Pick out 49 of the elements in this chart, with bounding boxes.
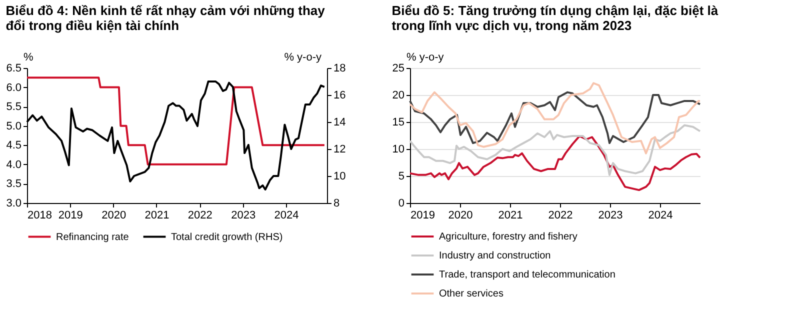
legend-label: Refinancing rate [56,232,130,243]
x-tick-label: 2019 [58,210,83,222]
x-tick-label: 2022 [548,210,573,222]
y-tick-label: 5 [398,170,404,182]
chart-title: Biểu đồ 5: Tăng trưởng tín dụng chậm lại, đặc biệt là trong lĩnh vực dịch vụ, trong năm 2023 [392,3,719,33]
y-tick-label: 5.5 [6,101,22,114]
y-axis-title: % y-o-y [406,52,444,64]
y-tick-label: 0 [398,198,404,210]
y2-tick-label: 14 [334,116,346,128]
y2-tick-label: 18 [334,62,346,74]
y-tick-label: 5.0 [6,120,22,132]
x-tick-label: 2022 [188,210,212,222]
legend-label: Other services [439,288,504,300]
y-tick-label: 4.5 [6,140,22,152]
line-series [409,82,701,154]
x-tick-label: 2021 [144,210,170,222]
legend-label: Total credit growth (RHS) [171,232,283,243]
y-tick-label: 4.0 [6,158,22,171]
y-tick-label: 6.5 [6,62,22,74]
line-series [409,135,701,192]
legend-label: Agriculture, forestry and fishery [439,232,578,242]
line-series [409,91,701,144]
line-series [26,76,326,166]
y-tick-label: 3.5 [6,178,22,190]
x-tick-label: 2024 [648,210,673,222]
legend-label: Trade, transport and telecommunication [439,270,616,280]
y2-tick-label: 16 [334,90,346,102]
y-tick-label: 15 [392,116,404,128]
y2-tick-label: 8 [334,198,340,210]
x-tick-label: 2018 [28,210,52,222]
x-tick-label: 2023 [231,210,256,222]
x-tick-label: 2023 [598,210,623,222]
y-tick-label: 20 [392,90,404,102]
line-series [409,124,701,176]
y2-tick-label: 12 [334,144,346,156]
x-tick-label: 2019 [410,210,435,222]
y-tick-label: 3.0 [6,198,22,210]
legend-label: Industry and construction [439,250,551,262]
x-tick-label: 2021 [498,210,523,222]
y-tick-label: 10 [392,144,404,156]
y2-axis-title: % y-o-y [284,52,322,64]
y-tick-label: 6.0 [6,82,22,94]
x-tick-label: 2020 [448,210,473,222]
x-tick-label: 2024 [274,210,299,222]
x-tick-label: 2020 [102,210,126,222]
chart-title: Biểu đồ 4: Nền kinh tế rất nhạy cảm với những thay đổi trong điều kiện tài chính [6,3,326,33]
y2-tick-label: 10 [334,170,346,182]
y-axis-title: % [24,52,34,64]
y-tick-label: 25 [392,62,404,74]
